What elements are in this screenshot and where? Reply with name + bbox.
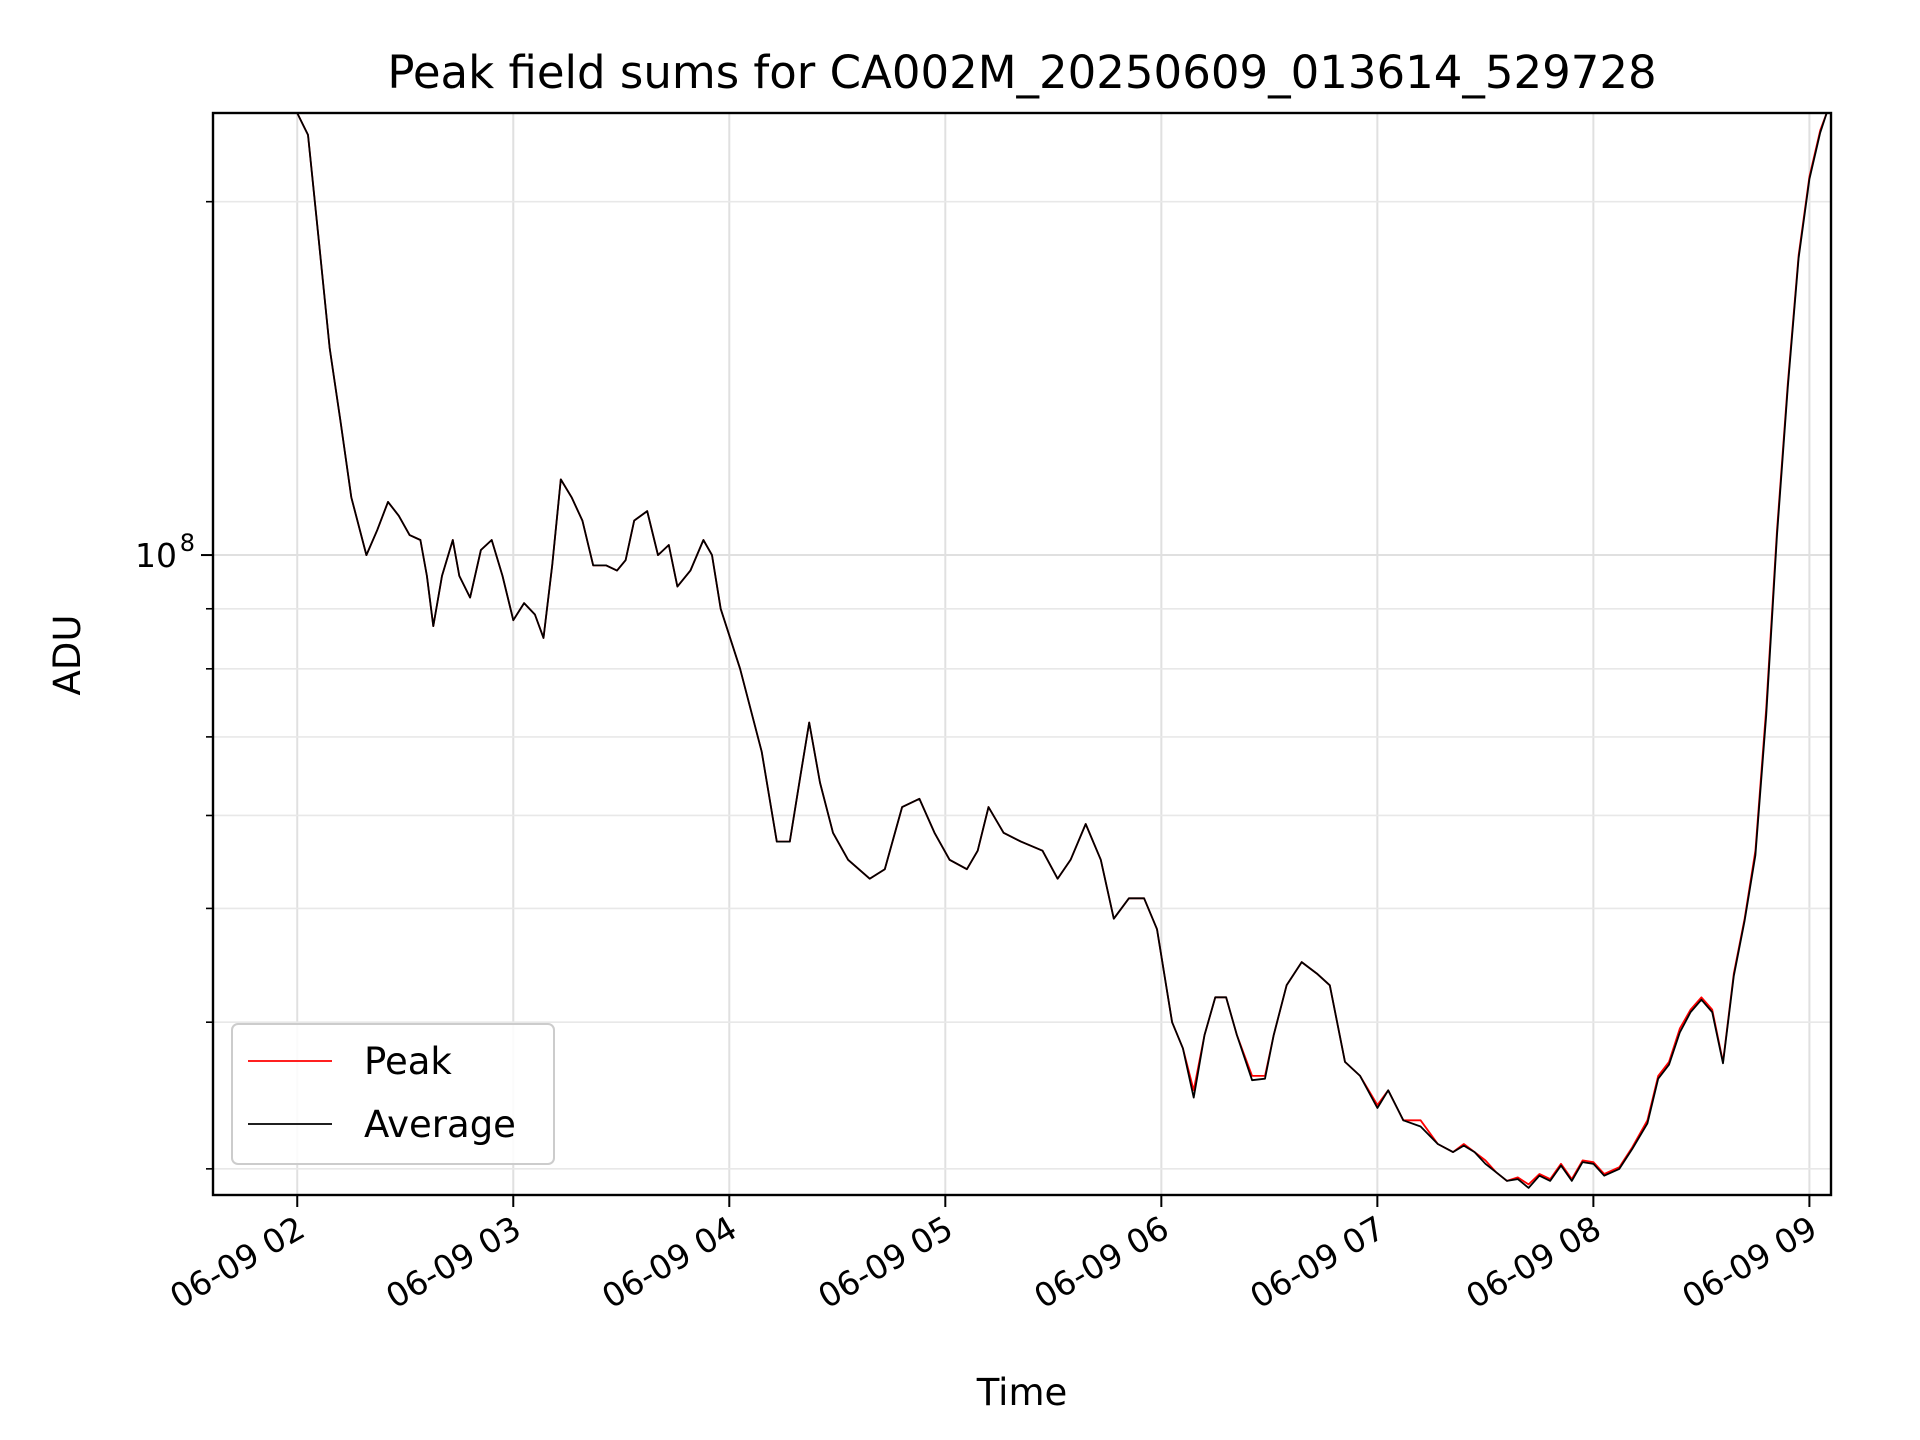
grid-lines	[213, 113, 1831, 1195]
chart-title: Peak field sums for CA002M_20250609_0136…	[387, 46, 1656, 99]
legend-label: Average	[364, 1103, 516, 1146]
legend: Peak Average	[231, 1023, 555, 1165]
series-line-average	[296, 113, 1828, 1189]
y-tick-exponent: 8	[180, 529, 195, 557]
plot-frame	[211, 111, 1833, 1197]
legend-label: Peak	[364, 1040, 452, 1083]
y-tick-label: 10	[135, 536, 177, 575]
y-axis-label: ADU	[46, 615, 89, 696]
series-layer	[296, 113, 1828, 1189]
legend-box	[231, 1023, 555, 1165]
x-axis-label: Time	[976, 1371, 1068, 1414]
